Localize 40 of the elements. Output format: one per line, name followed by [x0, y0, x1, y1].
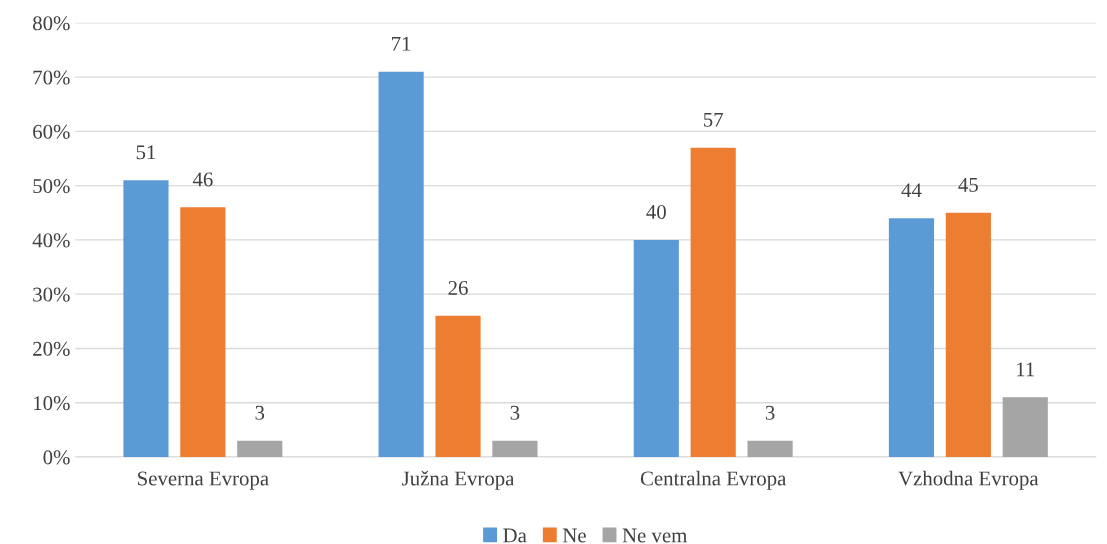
bar — [237, 440, 283, 457]
legend-label: Ne — [562, 528, 586, 543]
y-tick-label: 20% — [33, 341, 70, 356]
bar — [378, 71, 424, 457]
bar — [180, 207, 226, 457]
legend-label: Da — [503, 528, 527, 543]
data-label: 46 — [192, 172, 213, 187]
data-label: 3 — [765, 405, 775, 420]
bar — [435, 315, 481, 457]
x-tick-label: Južna Evropa — [402, 470, 515, 490]
y-tick-label: 80% — [33, 16, 70, 31]
x-tick-label: Centralna Evropa — [640, 470, 787, 490]
data-label: 45 — [958, 177, 978, 192]
x-tick-label: Vzhodna Evropa — [898, 470, 1039, 490]
bar — [888, 218, 935, 457]
data-label: 40 — [646, 204, 666, 220]
data-label: 44 — [901, 183, 922, 198]
data-label: 11 — [1017, 362, 1035, 377]
bar — [1002, 397, 1048, 457]
bar — [633, 239, 679, 457]
x-tick-label: Severna Evropa — [138, 471, 269, 490]
y-tick-label: 50% — [33, 179, 70, 194]
y-tick-label: 0% — [43, 450, 70, 465]
data-label: 26 — [448, 280, 468, 295]
bar — [492, 440, 538, 457]
y-tick-label: 10% — [34, 396, 70, 411]
y-tick-label: 70% — [33, 70, 70, 85]
data-label: 57 — [703, 112, 723, 127]
data-label: 51 — [136, 145, 156, 160]
data-label: 3 — [510, 405, 520, 420]
data-label: 3 — [255, 405, 265, 420]
y-tick-label: 60% — [33, 124, 70, 139]
bar — [123, 180, 169, 457]
data-label: 71 — [392, 36, 411, 51]
bar — [690, 147, 736, 457]
bar — [945, 212, 991, 457]
legend-label: Ne vem — [622, 528, 688, 543]
bar — [747, 440, 793, 457]
y-tick-label: 40% — [32, 233, 70, 248]
y-tick-label: 30% — [33, 287, 70, 302]
